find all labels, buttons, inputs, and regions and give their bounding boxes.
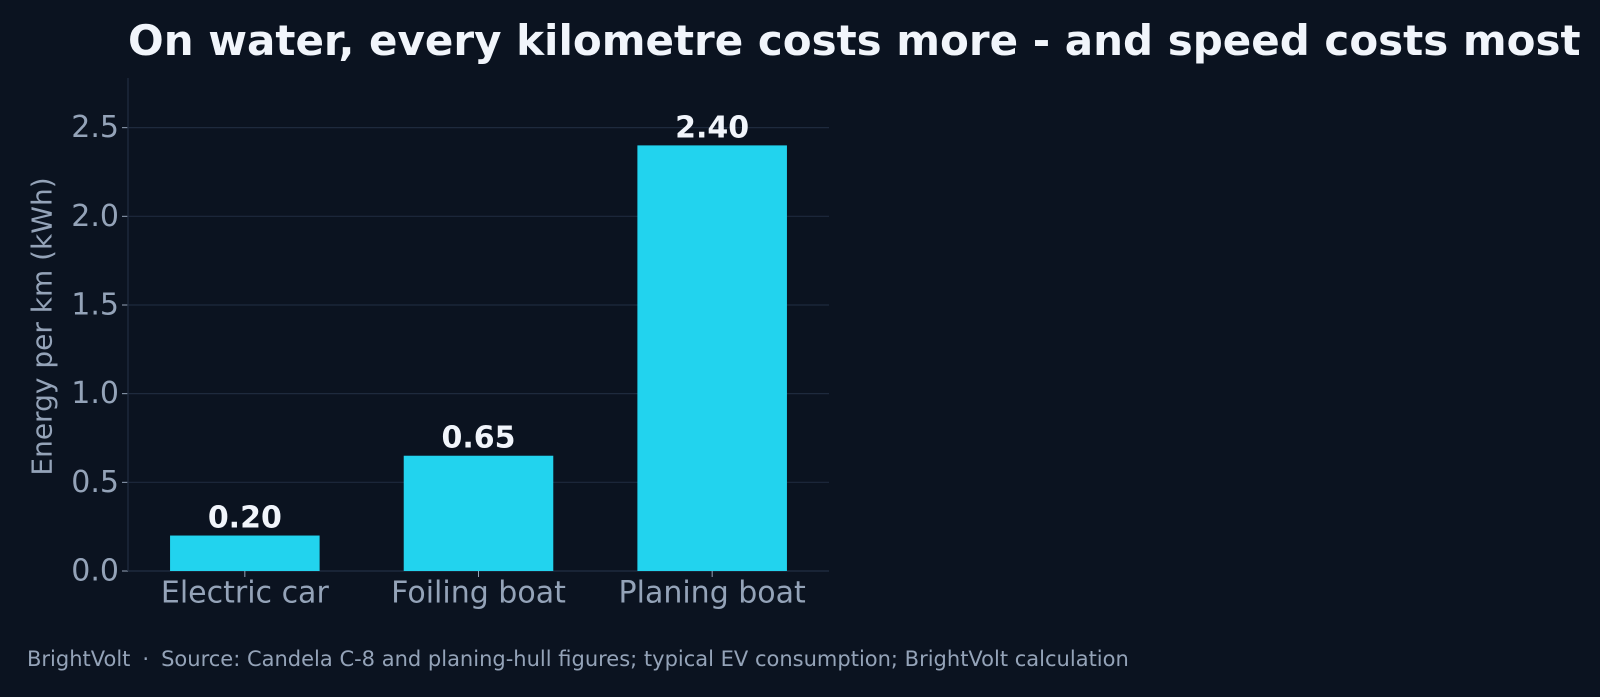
x-tick-label: Electric car [161, 576, 330, 611]
y-tick-label: 1.0 [71, 376, 119, 411]
y-tick-label: 0.5 [71, 465, 119, 500]
bar-value-label: 0.20 [208, 501, 282, 536]
y-tick-label: 0.0 [71, 554, 119, 589]
footer-separator: · [142, 647, 150, 671]
chart-title: On water, every kilometre costs more - a… [128, 16, 1581, 65]
chart-footer: BrightVolt · Source: Candela C-8 and plani… [27, 647, 1129, 671]
x-tick-label: Foiling boat [391, 576, 566, 611]
bar-foiling-boat [403, 455, 554, 571]
y-tick-label: 2.5 [71, 110, 119, 145]
x-tick-label: Planing boat [619, 576, 807, 611]
y-tick-label: 2.0 [71, 199, 119, 234]
bar-electric-car [170, 535, 320, 571]
footer-brand: BrightVolt [27, 647, 131, 671]
bar-value-label: 0.65 [441, 421, 515, 456]
bar-planing-boat [637, 145, 787, 571]
footer-source: Source: Candela C-8 and planing-hull fig… [161, 647, 1129, 671]
y-tick-label: 1.5 [71, 287, 119, 322]
y-axis-label: Energy per km (kWh) [26, 177, 59, 475]
bar-value-label: 2.40 [675, 110, 749, 145]
